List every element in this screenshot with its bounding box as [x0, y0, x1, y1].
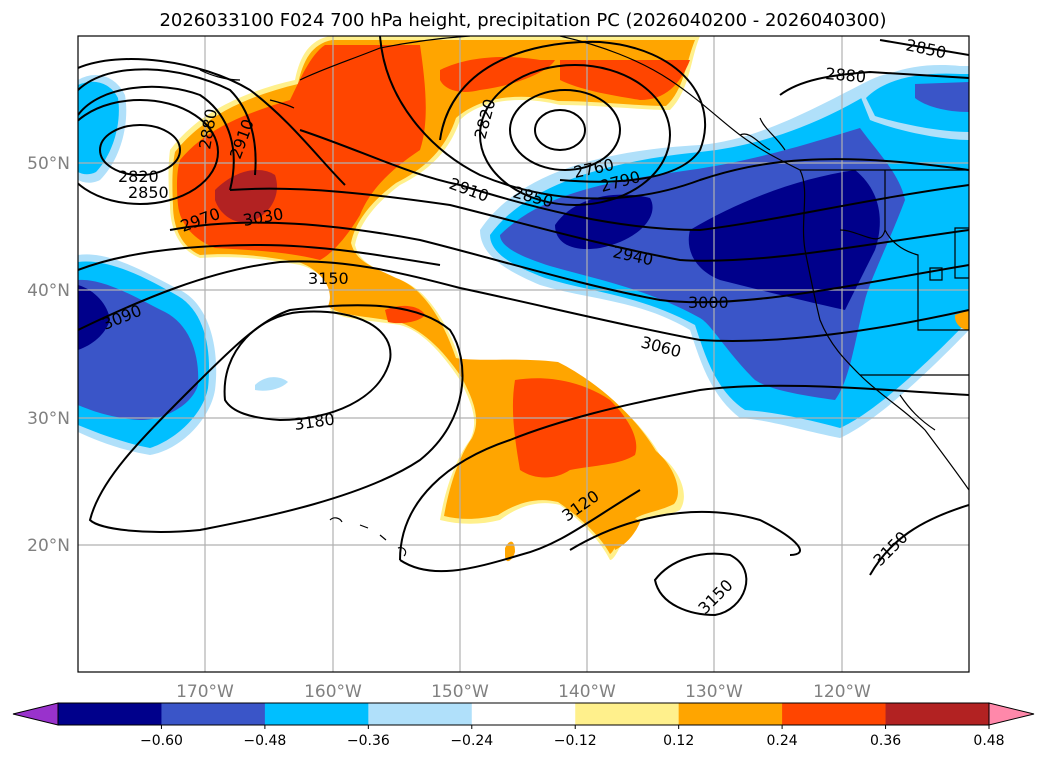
colorbar-tick-label: −0.12: [554, 733, 597, 749]
contour-label: 3150: [308, 269, 349, 288]
lat-label: 40°N: [27, 281, 70, 301]
lon-label: 140°W: [558, 682, 616, 702]
colorbar-segment: [678, 703, 783, 725]
precip-shading: [78, 36, 969, 562]
colorbar-tick-label: 0.24: [767, 733, 798, 749]
colorbar-segment: [58, 703, 162, 725]
colorbar: −0.60 −0.48 −0.36 −0.24 −0.12 0.12 0.24 0.36 0.4…: [12, 702, 1035, 749]
colorbar-extend-high: [988, 702, 1035, 726]
lon-label: 170°W: [176, 682, 234, 702]
lon-label: 150°W: [431, 682, 489, 702]
contour-label: 2880: [825, 64, 867, 86]
colorbar-tick-labels: −0.60 −0.48 −0.36 −0.24 −0.12 0.12 0.24 0.36 0.4…: [140, 725, 1005, 749]
colorbar-segment: [885, 703, 990, 725]
map-panel: 2820 2850 2880 2910 2970 3030 3150 3090 …: [77, 35, 970, 673]
colorbar-tick-label: 0.36: [870, 733, 901, 749]
colorbar-tick-label: −0.24: [450, 733, 493, 749]
colorbar-tick-label: −0.36: [347, 733, 390, 749]
colorbar-tick-label: 0.12: [663, 733, 694, 749]
lat-label: 30°N: [27, 409, 70, 429]
colorbar-segment: [782, 703, 887, 725]
lon-label: 130°W: [685, 682, 743, 702]
colorbar-tick-label: 0.48: [973, 733, 1004, 749]
gridlines: [78, 36, 969, 672]
colorbar-segment: [264, 703, 369, 725]
colorbar-segments: [12, 702, 1035, 726]
lon-label: 120°W: [813, 682, 871, 702]
colorbar-tick-label: −0.60: [140, 733, 183, 749]
contour-label: 2820: [118, 167, 159, 186]
colorbar-segment: [161, 703, 266, 725]
height-contours: [78, 36, 969, 617]
colorbar-segment: [575, 703, 680, 725]
contour-label: 3000: [688, 293, 729, 312]
coastlines: [199, 36, 969, 557]
lat-label: 20°N: [27, 536, 70, 556]
lon-labels: 170°W 160°W 150°W 140°W 130°W 120°W: [176, 682, 871, 702]
contour-label: 2850: [128, 183, 169, 202]
map-frame: [77, 35, 970, 673]
lat-labels: 20°N 30°N 40°N 50°N: [27, 154, 70, 556]
colorbar-extend-low: [12, 702, 59, 726]
lat-label: 50°N: [27, 154, 70, 174]
colorbar-outline: [57, 702, 990, 726]
colorbar-segment: [368, 703, 473, 725]
colorbar-tick-label: −0.48: [243, 733, 286, 749]
lon-label: 160°W: [304, 682, 362, 702]
colorbar-segment: [471, 703, 576, 725]
map-title: 2026033100 F024 700 hPa height, precipit…: [159, 10, 886, 31]
